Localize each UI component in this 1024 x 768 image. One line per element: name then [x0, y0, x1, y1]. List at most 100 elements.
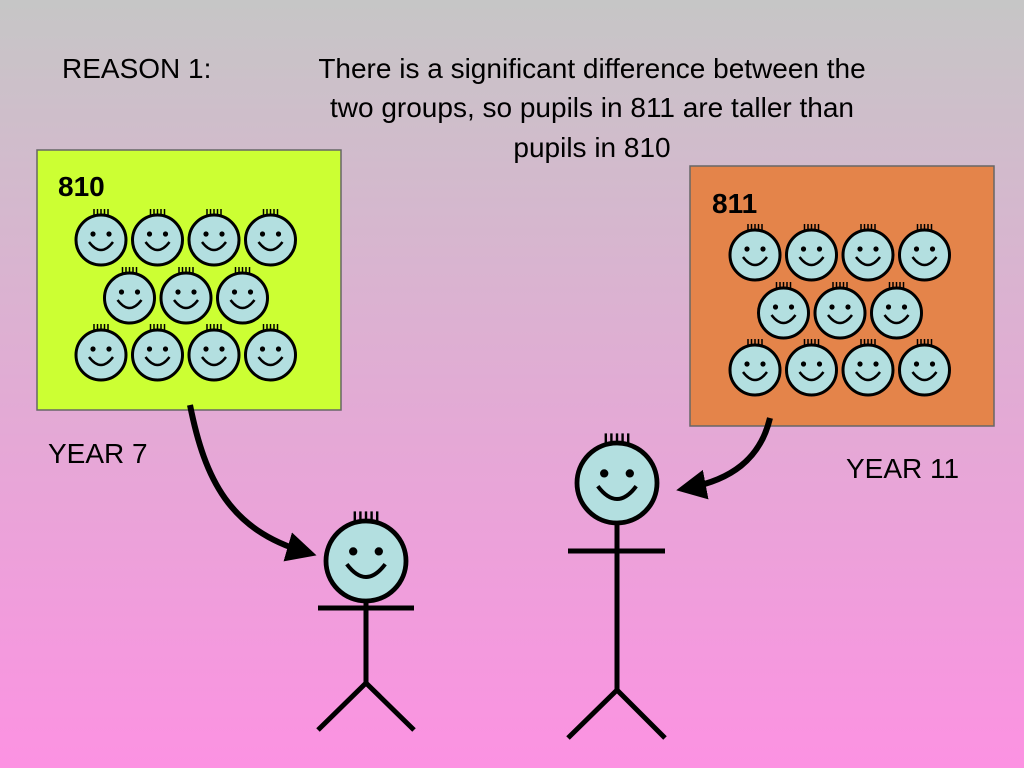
face	[841, 224, 895, 282]
smile	[742, 371, 768, 382]
head	[728, 228, 782, 282]
head	[785, 343, 838, 397]
eye	[760, 361, 766, 367]
group-caption: YEAR 7	[48, 438, 148, 469]
eye	[873, 246, 879, 252]
eye	[247, 289, 254, 295]
smile	[883, 314, 910, 325]
smile	[257, 356, 284, 367]
eye	[175, 289, 181, 295]
smile	[345, 562, 387, 579]
eye	[800, 246, 807, 252]
head	[131, 213, 184, 267]
eye	[275, 231, 282, 237]
smile	[88, 241, 114, 252]
group-label: 810	[58, 171, 105, 202]
face	[131, 209, 184, 267]
eye	[162, 346, 169, 352]
eye	[374, 547, 383, 556]
face	[103, 267, 156, 325]
reason-label: REASON 1:	[62, 53, 211, 84]
face	[728, 224, 782, 282]
eye	[259, 231, 266, 237]
head	[898, 228, 951, 282]
arrow	[187, 404, 317, 562]
face	[74, 209, 128, 267]
head	[244, 328, 297, 382]
eye	[625, 469, 634, 478]
smile	[88, 356, 114, 367]
head	[244, 213, 297, 267]
face	[574, 433, 660, 526]
eye	[191, 289, 197, 295]
eye	[760, 246, 766, 252]
face	[785, 339, 838, 397]
smile	[144, 356, 171, 367]
face	[159, 267, 213, 325]
eye	[845, 304, 851, 310]
group-label: 811	[712, 188, 757, 219]
face	[244, 209, 297, 267]
eye	[275, 346, 282, 352]
eye	[90, 346, 96, 352]
face	[131, 324, 184, 382]
eye	[146, 231, 153, 237]
face	[216, 267, 269, 325]
eye	[118, 289, 125, 295]
eye	[231, 289, 238, 295]
smile	[257, 241, 284, 252]
face	[813, 282, 867, 340]
smile	[798, 371, 825, 382]
smile	[173, 299, 199, 310]
smile	[855, 371, 881, 382]
smile	[144, 241, 171, 252]
eye	[800, 361, 807, 367]
eye	[219, 231, 225, 237]
arrow	[676, 417, 773, 500]
smile	[201, 241, 227, 252]
eye	[349, 547, 358, 556]
eye	[106, 231, 112, 237]
eye	[106, 346, 112, 352]
eye	[203, 346, 209, 352]
face	[785, 224, 838, 282]
eye	[829, 304, 835, 310]
face	[728, 339, 782, 397]
head	[898, 343, 951, 397]
stick-figure	[566, 523, 667, 740]
smile	[229, 299, 256, 310]
statement-line: two groups, so pupils in 811 are taller …	[330, 92, 854, 123]
eye	[873, 361, 879, 367]
eye	[885, 304, 892, 310]
face	[323, 511, 409, 604]
smile	[855, 256, 881, 267]
head	[785, 228, 838, 282]
smile	[742, 256, 768, 267]
face	[74, 324, 128, 382]
statement-line: There is a significant difference betwee…	[318, 53, 865, 84]
head	[870, 286, 923, 340]
head	[74, 213, 128, 267]
smile	[116, 299, 143, 310]
eye	[259, 346, 266, 352]
face	[841, 339, 895, 397]
head	[323, 518, 409, 604]
eye	[816, 361, 823, 367]
smile	[911, 256, 938, 267]
eye	[744, 361, 750, 367]
eye	[203, 231, 209, 237]
face	[244, 324, 297, 382]
face	[898, 339, 951, 397]
group-caption: YEAR 11	[846, 453, 959, 484]
eye	[913, 246, 920, 252]
eye	[913, 361, 920, 367]
eye	[744, 246, 750, 252]
eye	[857, 246, 863, 252]
head	[841, 343, 895, 397]
eye	[816, 246, 823, 252]
eye	[929, 361, 936, 367]
eye	[772, 304, 779, 310]
eye	[857, 361, 863, 367]
